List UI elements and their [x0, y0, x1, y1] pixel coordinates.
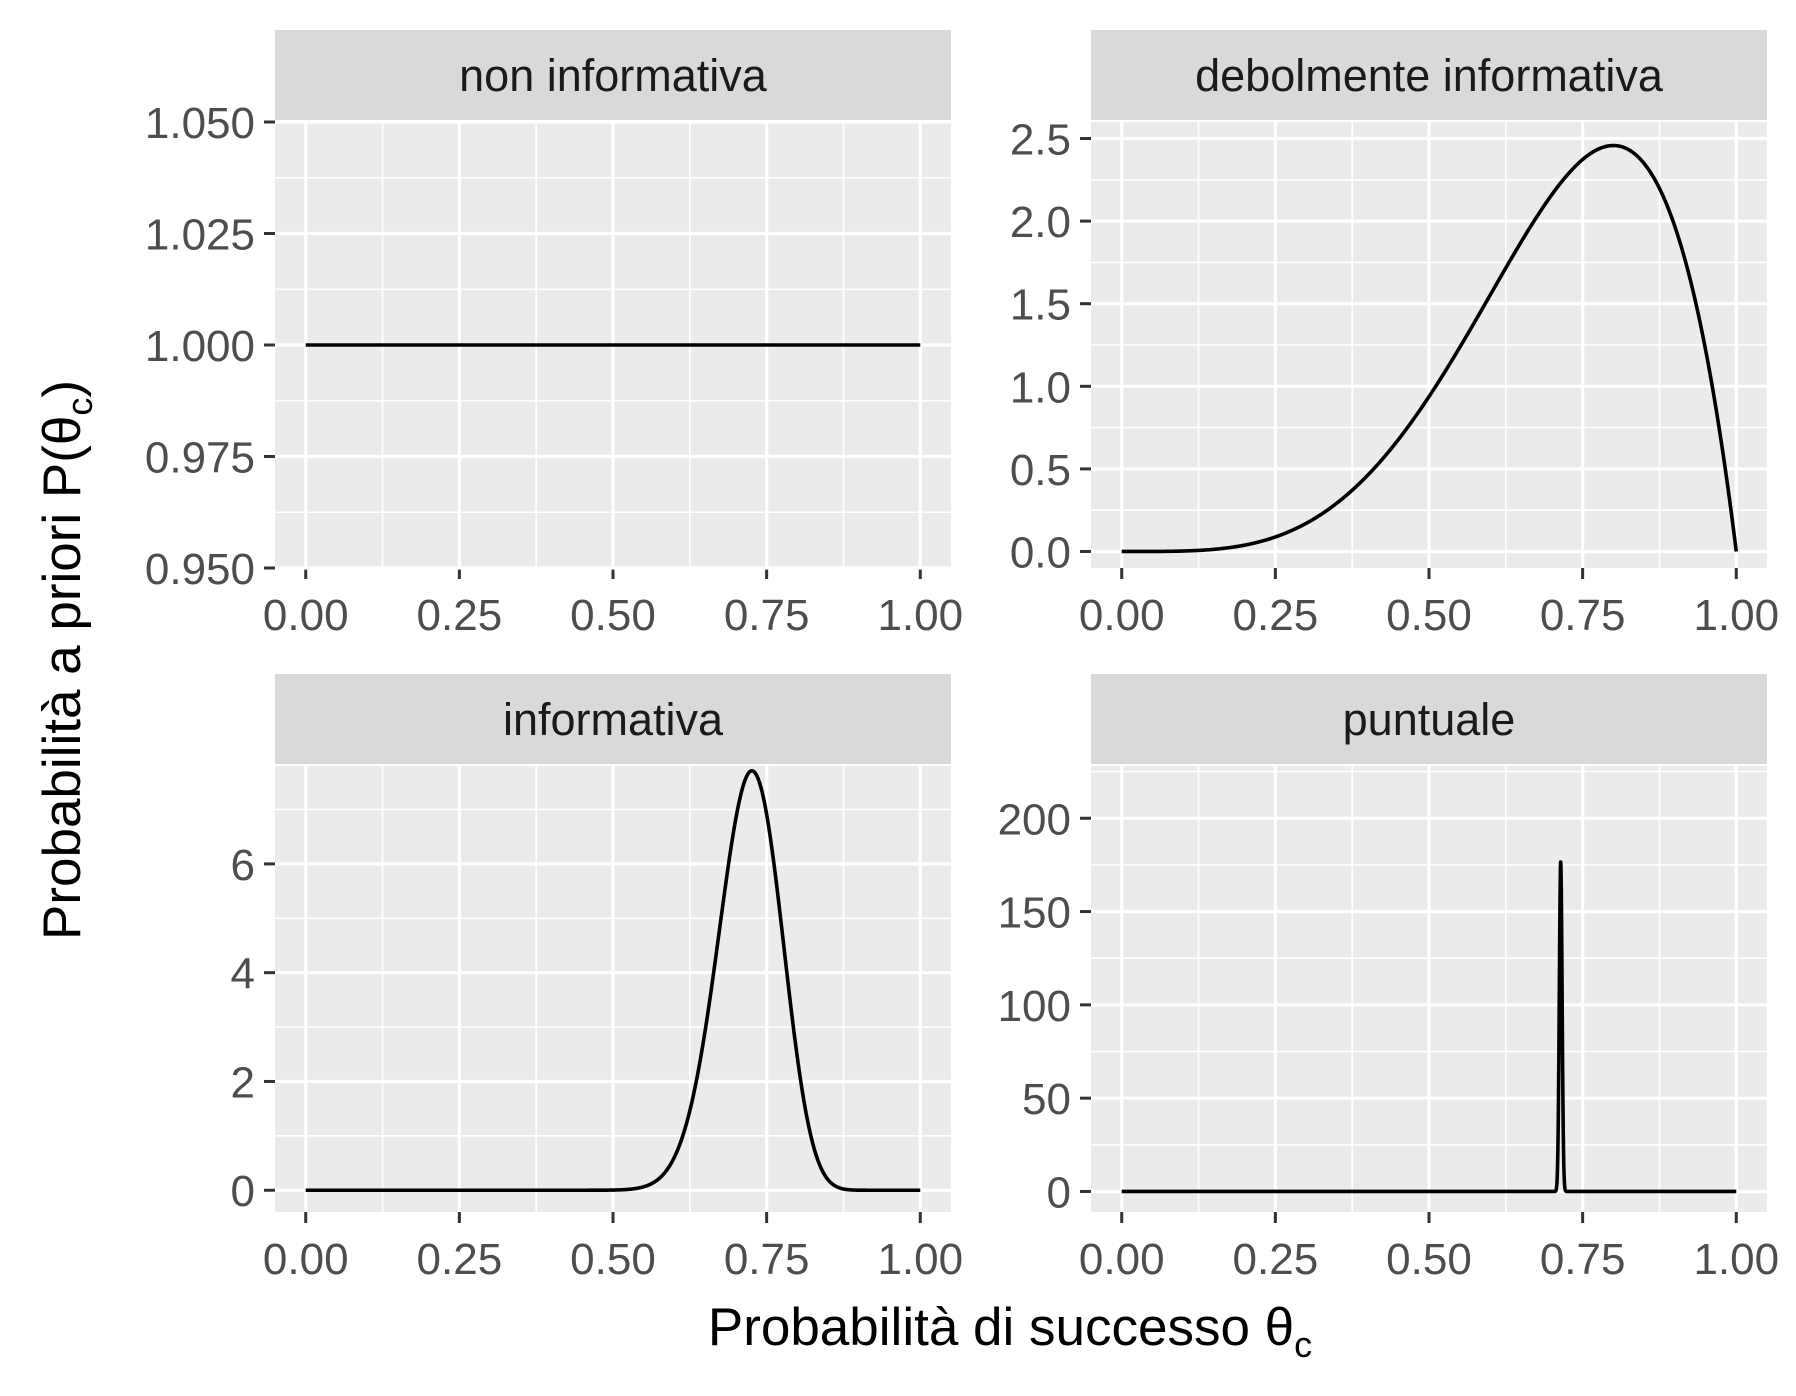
y-tick-label: 1.000 [145, 322, 255, 371]
x-tick-label: 0.25 [417, 591, 503, 640]
x-tick-label: 1.00 [877, 1235, 963, 1284]
x-axis-title: Probabilità di successo θc [708, 1298, 1312, 1365]
x-tick-label: 0.50 [1386, 1235, 1472, 1284]
facet-strip [275, 674, 951, 764]
x-tick-label: 0.50 [1386, 591, 1472, 640]
x-tick-label: 1.00 [1693, 591, 1779, 640]
facet-strip [1091, 30, 1767, 120]
y-tick-label: 2 [231, 1058, 255, 1107]
panel-3: informativa 0.00 0.25 0.50 0.75 1.00 0 2 4 6 [231, 674, 963, 1284]
x-tick-label: 1.00 [877, 591, 963, 640]
x-tick-label: 0.25 [1233, 591, 1319, 640]
y-tick-label: 100 [998, 982, 1071, 1031]
x-tick-label: 0.75 [1540, 591, 1626, 640]
y-tick-label: 200 [998, 795, 1071, 844]
panel-4: puntuale 0.00 0.25 0.50 0.75 1.00 0 50 100 150 200 [998, 674, 1779, 1284]
density-line [1120, 860, 1738, 1194]
x-tick-label: 0.25 [1233, 1235, 1319, 1284]
y-tick-label: 4 [231, 950, 255, 999]
y-tick-label: 0.5 [1010, 446, 1071, 495]
y-tick-label: 0.950 [145, 545, 255, 594]
y-axis-title: Probabilità a priori P(θc) [33, 380, 100, 940]
y-tick-label: 2.5 [1010, 116, 1071, 165]
y-tick-label: 50 [1022, 1075, 1071, 1124]
facet-strip [1091, 674, 1767, 764]
x-tick-label: 1.00 [1693, 1235, 1779, 1284]
x-tick-label: 0.75 [724, 1235, 810, 1284]
x-tick-label: 0.50 [570, 1235, 656, 1284]
density-line [304, 768, 922, 1193]
y-tick-label: 6 [231, 841, 255, 890]
facet-title: puntuale [1343, 694, 1516, 745]
facet-title: informativa [503, 694, 724, 745]
y-tick-label: 150 [998, 889, 1071, 938]
y-tick-label: 2.0 [1010, 198, 1071, 247]
facet-strip [275, 30, 951, 120]
x-tick-label: 0.00 [1079, 591, 1165, 640]
y-tick-label: 0 [231, 1167, 255, 1216]
x-tick-label: 0.00 [263, 591, 349, 640]
y-tick-label: 1.025 [145, 211, 255, 260]
facet-title: debolmente informativa [1195, 50, 1664, 101]
y-tick-label: 0.975 [145, 434, 255, 483]
panel-1: non informativa 0.00 0.25 0.50 0.75 1.00 0.950… [145, 30, 963, 640]
y-tick-label: 1.5 [1010, 281, 1071, 330]
x-tick-label: 0.25 [417, 1235, 503, 1284]
x-tick-label: 0.75 [724, 591, 810, 640]
y-tick-label: 1.0 [1010, 363, 1071, 412]
y-tick-label: 0 [1047, 1168, 1071, 1217]
x-tick-label: 0.00 [263, 1235, 349, 1284]
y-tick-label: 1.050 [145, 99, 255, 148]
facet-title: non informativa [459, 50, 768, 101]
x-tick-label: 0.00 [1079, 1235, 1165, 1284]
x-tick-label: 0.75 [1540, 1235, 1626, 1284]
x-tick-label: 0.50 [570, 591, 656, 640]
y-tick-label: 0.0 [1010, 528, 1071, 577]
density-line [1120, 143, 1739, 554]
panel-2: debolmente informativa 0.00 0.25 0.50 0.75 1.… [1010, 30, 1779, 640]
